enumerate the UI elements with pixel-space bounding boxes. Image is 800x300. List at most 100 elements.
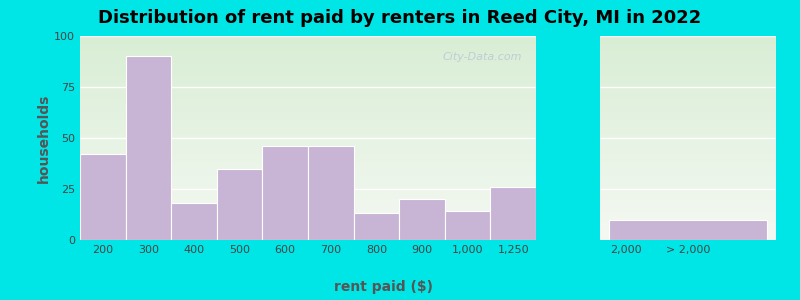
Bar bbox=[600, 56, 776, 58]
Bar bbox=[445, 212, 490, 240]
Bar bbox=[80, 61, 536, 62]
Bar bbox=[600, 79, 776, 81]
Bar bbox=[600, 69, 776, 71]
Bar bbox=[80, 85, 536, 87]
Bar bbox=[600, 107, 776, 110]
Bar bbox=[80, 112, 536, 113]
Bar bbox=[80, 107, 536, 110]
Text: Distribution of rent paid by renters in Reed City, MI in 2022: Distribution of rent paid by renters in … bbox=[98, 9, 702, 27]
Bar bbox=[600, 83, 776, 85]
Bar bbox=[600, 181, 776, 183]
Bar bbox=[600, 95, 776, 97]
Bar bbox=[600, 93, 776, 95]
Bar bbox=[600, 116, 776, 118]
Bar bbox=[80, 177, 536, 179]
Bar bbox=[600, 44, 776, 46]
Bar bbox=[80, 83, 536, 85]
Bar bbox=[308, 146, 354, 240]
Bar bbox=[600, 189, 776, 191]
Y-axis label: households: households bbox=[38, 93, 51, 183]
Bar bbox=[262, 146, 308, 240]
Bar bbox=[80, 113, 536, 116]
Bar bbox=[217, 169, 262, 240]
Bar bbox=[80, 54, 536, 56]
Bar bbox=[600, 118, 776, 120]
Bar bbox=[80, 236, 536, 238]
Bar bbox=[600, 40, 776, 42]
Text: rent paid ($): rent paid ($) bbox=[334, 280, 434, 294]
Bar bbox=[600, 128, 776, 130]
Bar bbox=[600, 81, 776, 83]
Bar bbox=[600, 113, 776, 116]
Bar bbox=[80, 48, 536, 50]
Bar bbox=[600, 67, 776, 69]
Bar bbox=[80, 169, 536, 171]
Bar bbox=[80, 158, 536, 160]
Bar bbox=[600, 138, 776, 140]
Bar bbox=[600, 224, 776, 226]
Bar bbox=[80, 103, 536, 105]
Bar bbox=[600, 232, 776, 234]
Bar bbox=[80, 44, 536, 46]
Bar bbox=[600, 52, 776, 54]
Bar bbox=[80, 118, 536, 120]
Bar bbox=[600, 167, 776, 169]
Bar bbox=[80, 124, 536, 126]
Bar bbox=[600, 73, 776, 75]
Bar bbox=[80, 77, 536, 79]
Bar bbox=[80, 122, 536, 124]
Bar bbox=[80, 50, 536, 52]
Bar bbox=[600, 134, 776, 136]
Bar bbox=[600, 164, 776, 166]
Bar bbox=[600, 207, 776, 209]
Bar bbox=[600, 160, 776, 163]
Bar bbox=[80, 218, 536, 220]
Bar bbox=[600, 234, 776, 236]
Bar bbox=[600, 203, 776, 205]
Text: City-Data.com: City-Data.com bbox=[443, 52, 522, 62]
Bar bbox=[80, 128, 536, 130]
Bar bbox=[600, 38, 776, 40]
Bar bbox=[600, 136, 776, 138]
Bar bbox=[600, 215, 776, 217]
Bar bbox=[600, 36, 776, 38]
Bar bbox=[600, 173, 776, 175]
Bar bbox=[600, 71, 776, 73]
Bar bbox=[80, 173, 536, 175]
Bar bbox=[80, 193, 536, 195]
Bar bbox=[80, 91, 536, 93]
Bar bbox=[600, 89, 776, 91]
Bar bbox=[80, 197, 536, 199]
Bar bbox=[80, 142, 536, 144]
Bar bbox=[80, 40, 536, 42]
Bar bbox=[80, 205, 536, 207]
Bar bbox=[600, 214, 776, 215]
Bar bbox=[80, 126, 536, 128]
Bar bbox=[80, 62, 536, 64]
Bar bbox=[80, 232, 536, 234]
Bar bbox=[80, 152, 536, 154]
Bar bbox=[80, 144, 536, 146]
Bar bbox=[80, 222, 536, 224]
Bar bbox=[600, 222, 776, 224]
Bar bbox=[600, 185, 776, 187]
Bar bbox=[600, 101, 776, 103]
Bar bbox=[80, 154, 536, 156]
Bar bbox=[80, 132, 536, 134]
Bar bbox=[80, 160, 536, 163]
Bar bbox=[600, 156, 776, 158]
Bar bbox=[600, 236, 776, 238]
Bar bbox=[600, 144, 776, 146]
Bar bbox=[600, 103, 776, 105]
Bar bbox=[80, 146, 536, 148]
Bar bbox=[600, 42, 776, 44]
Bar bbox=[80, 156, 536, 158]
Bar bbox=[80, 185, 536, 187]
Bar bbox=[600, 220, 776, 222]
Bar bbox=[80, 136, 536, 138]
Bar bbox=[600, 105, 776, 107]
Bar bbox=[80, 101, 536, 103]
Bar bbox=[600, 64, 776, 67]
Bar bbox=[600, 58, 776, 61]
Bar bbox=[80, 138, 536, 140]
